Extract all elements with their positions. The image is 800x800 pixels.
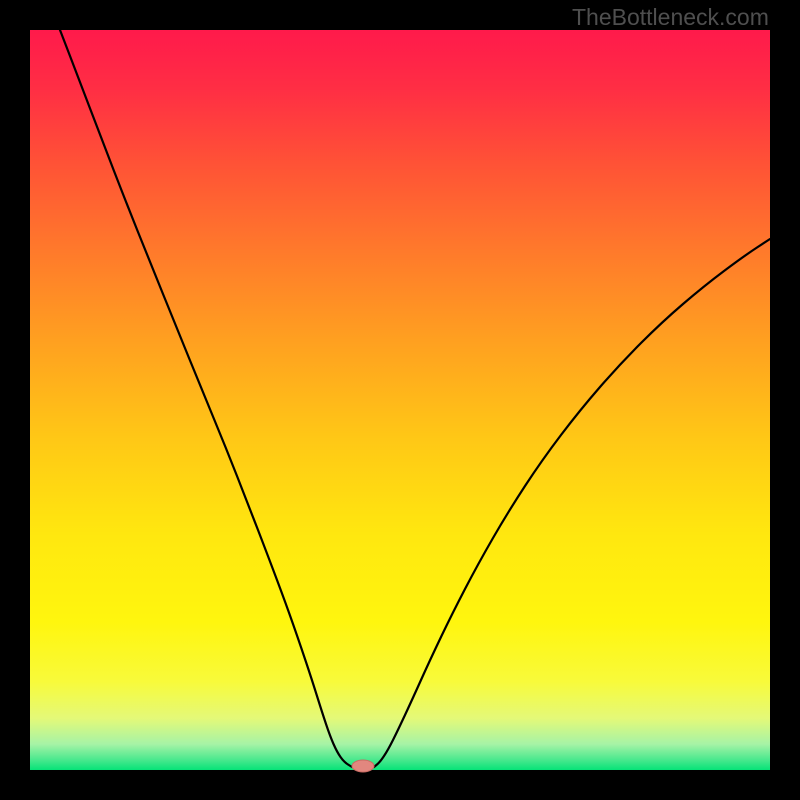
bottleneck-chart: [0, 0, 800, 800]
optimal-point-marker: [352, 760, 374, 772]
plot-background: [30, 30, 770, 770]
watermark-text: TheBottleneck.com: [572, 4, 769, 31]
